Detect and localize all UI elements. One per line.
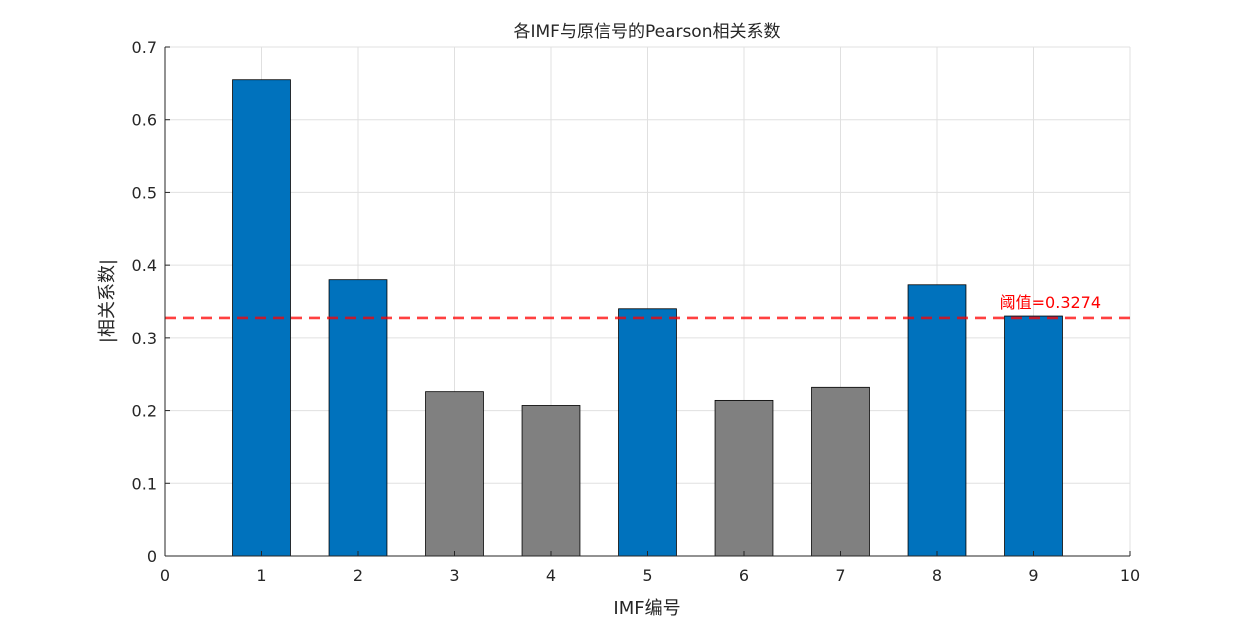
y-tick-label: 0.3: [132, 329, 157, 348]
y-tick-label: 0.2: [132, 402, 157, 421]
bar-imf-3: [425, 391, 484, 557]
x-tick-label: 7: [835, 566, 845, 585]
x-axis-label: IMF编号: [613, 598, 680, 619]
x-tick-label: 9: [1028, 566, 1038, 585]
bar-imf-6: [714, 399, 774, 557]
x-tick-label: 1: [256, 566, 266, 585]
bar-imf-7: [811, 386, 870, 557]
x-tick-label: 8: [932, 566, 942, 585]
chart-title: 各IMF与原信号的Pearson相关系数: [513, 22, 780, 42]
y-tick-label: 0.1: [132, 474, 157, 493]
bar-imf-9: [1004, 315, 1063, 557]
y-tick-label: 0.4: [132, 256, 157, 275]
x-tick-label: 3: [449, 566, 459, 585]
x-tick-label: 6: [739, 566, 749, 585]
threshold: 阈值=0.3274: [165, 293, 1130, 320]
axes: 0 1 2 3 4 5 6 7 8 9 10 0 0.1 0.2 0.3 0.4 0.5 0.6 0.7: [132, 38, 1141, 585]
x-tick-label: 2: [353, 566, 363, 585]
y-tick-label: 0.5: [132, 183, 157, 202]
x-tick-label: 0: [160, 566, 170, 585]
bar-imf-5: [618, 308, 677, 557]
x-tick-label: 10: [1120, 566, 1140, 585]
x-tick-label: 4: [546, 566, 556, 585]
bar-imf-4: [521, 405, 581, 557]
y-tick-label: 0.7: [132, 38, 157, 57]
y-tick-label: 0.6: [132, 111, 157, 130]
y-tick-label: 0: [147, 547, 157, 566]
bar-imf-8: [907, 284, 967, 557]
y-axis-label: |相关系数|: [97, 259, 118, 343]
x-tick-label: 5: [642, 566, 652, 585]
threshold-label: 阈值=0.3274: [1000, 293, 1101, 312]
bar-imf-2: [328, 279, 388, 557]
